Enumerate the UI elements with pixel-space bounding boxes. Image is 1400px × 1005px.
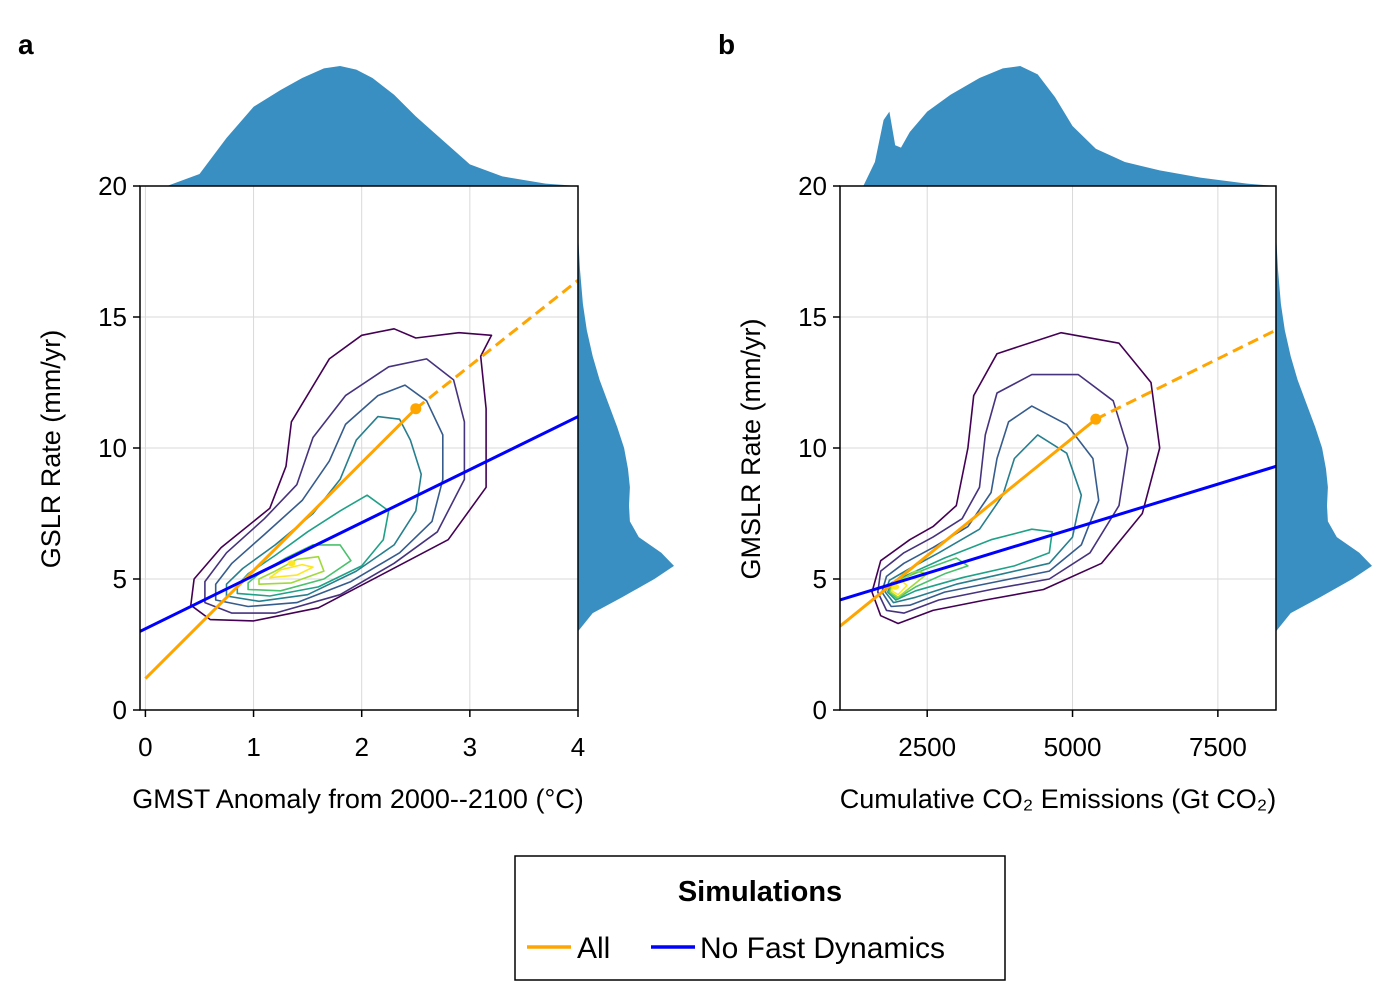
- panel-a-y-tick-label: 0: [113, 695, 127, 725]
- panel-b: b 2500 5000 7500 0 5 10 15 20 Cumulative CO₂ Em…: [718, 29, 1372, 814]
- panel-b-density-peak: [891, 583, 900, 590]
- panel-a-label: a: [18, 29, 34, 60]
- panel-a-x-tick-label: 1: [246, 732, 260, 762]
- panel-a-y-axis-label: GSLR Rate (mm/yr): [36, 330, 66, 569]
- panel-a-marginal-right-density: [578, 233, 674, 632]
- panel-a-marker-all: [410, 403, 422, 415]
- panel-a-line-no-fast-dynamics-solid: [140, 415, 578, 633]
- panel-a-line-all-solid: [144, 407, 417, 680]
- panel-a-marginal-top-density: [167, 66, 578, 186]
- panel-a-x-tick-label: 4: [571, 732, 585, 762]
- panel-b-line-no-fast-dynamics-solid: [840, 464, 1276, 602]
- panel-a-density-peak: [287, 560, 296, 567]
- panel-a-density-contour: [247, 544, 352, 592]
- legend-box: [514, 855, 1006, 981]
- panel-b-density-contour: [881, 405, 1100, 608]
- panel-b-marginal-top-density: [863, 66, 1276, 186]
- panel-a: a 0 1 2 3 4 0 5 10 15 20 GMST Anomaly from 2000--…: [18, 29, 674, 814]
- panel-b-line-all-solid: [840, 418, 1097, 628]
- panel-b-plot: 2500 5000 7500 0 5 10 15 20: [798, 66, 1372, 762]
- panel-b-density-contour: [886, 528, 1053, 601]
- panel-b-density-contour: [871, 331, 1161, 625]
- panel-a-density-contour: [258, 555, 325, 586]
- panel-b-density-contour: [876, 373, 1129, 614]
- panel-a-y-tick-label: 15: [98, 302, 127, 332]
- panel-b-y-tick-label: 15: [798, 302, 827, 332]
- panel-b-y-axis-label: GMSLR Rate (mm/yr): [736, 318, 766, 579]
- legend: Simulations All No Fast Dynamics: [514, 855, 1006, 981]
- panel-a-plot: 0 1 2 3 4 0 5 10 15 20: [98, 66, 674, 762]
- panel-a-density-contour: [214, 384, 444, 608]
- panel-a-x-tick-label: 0: [138, 732, 152, 762]
- panel-a-density-contour: [190, 327, 493, 622]
- panel-a-density-contour: [225, 415, 423, 603]
- panel-b-x-tick-label: 2500: [898, 732, 956, 762]
- panel-b-y-tick-label: 20: [798, 171, 827, 201]
- panel-a-y-tick-label: 10: [98, 433, 127, 463]
- panel-a-density-contour: [236, 494, 390, 597]
- panel-b-x-axis-label: Cumulative CO₂ Emissions (Gt CO₂): [840, 784, 1277, 814]
- legend-label-no-fast-dynamics: No Fast Dynamics: [700, 932, 945, 965]
- panel-b-label: b: [718, 29, 735, 60]
- panel-b-marginal-right-density: [1276, 233, 1372, 632]
- panel-b-y-tick-label: 10: [798, 433, 827, 463]
- panel-b-density-contour: [884, 434, 1083, 604]
- panel-a-x-tick-label: 3: [463, 732, 477, 762]
- panel-b-y-tick-label: 5: [813, 564, 827, 594]
- legend-title: Simulations: [678, 876, 842, 908]
- panel-a-density-contour: [204, 358, 466, 614]
- panel-a-x-axis-label: GMST Anomaly from 2000--2100 (°C): [132, 784, 583, 814]
- legend-label-all: All: [577, 932, 610, 965]
- panel-b-x-tick-label: 7500: [1189, 732, 1247, 762]
- panel-a-density-contour: [268, 563, 314, 579]
- panel-a-line-all-dashed: [414, 279, 578, 410]
- panel-b-y-tick-label: 0: [813, 695, 827, 725]
- panel-b-marker-all: [1090, 413, 1102, 425]
- panel-b-x-tick-label: 5000: [1044, 732, 1102, 762]
- panel-a-y-tick-label: 20: [98, 171, 127, 201]
- panel-a-x-tick-label: 2: [354, 732, 368, 762]
- panel-a-y-tick-label: 5: [113, 564, 127, 594]
